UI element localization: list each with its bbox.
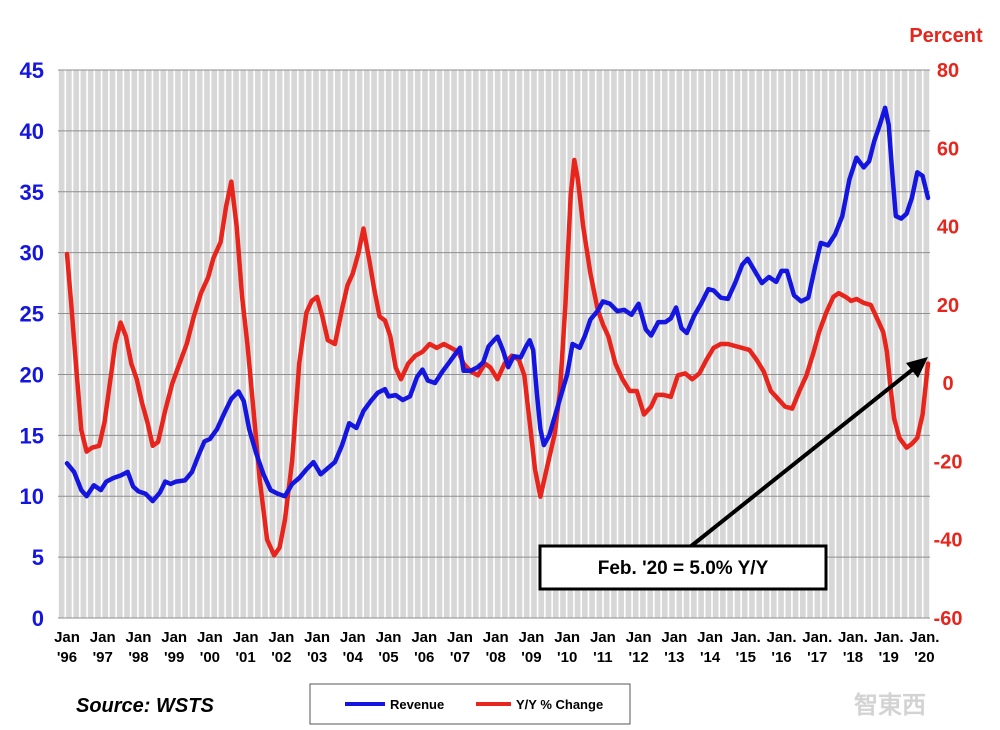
x-tick-label-top: Jan: [268, 629, 294, 646]
left-tick-label: 40: [20, 119, 44, 144]
x-tick-label-top: Jan: [661, 629, 687, 646]
right-tick-label: -60: [934, 608, 963, 630]
x-tick-label-bottom: '19: [879, 649, 899, 666]
x-tick-label-top: Jan: [590, 629, 616, 646]
left-tick-label: 0: [32, 606, 44, 631]
left-axis-ticks: 0 5 10 15 20 25 30 35 40 45: [20, 58, 44, 631]
callout-arrowhead: [906, 357, 928, 378]
revenue-line: [64, 105, 931, 504]
watermark-logo: 智東西: [854, 691, 926, 719]
legend-yoy-label: Y/Y % Change: [516, 697, 603, 712]
x-tick-label-bottom: '12: [628, 649, 648, 666]
right-tick-label: -40: [934, 530, 963, 552]
x-tick-label-bottom: '10: [557, 649, 577, 666]
x-tick-label-bottom: '99: [164, 649, 184, 666]
x-tick-label-bottom: '08: [486, 649, 506, 666]
callout-box: [538, 544, 828, 591]
right-axis-title: Percent: [909, 25, 983, 47]
left-tick-label: 5: [32, 545, 44, 570]
x-tick-label-bottom: '20: [914, 649, 934, 666]
x-tick-label-top: Jan: [161, 629, 187, 646]
x-tick-label-top: Jan: [304, 629, 330, 646]
left-tick-label: 30: [20, 241, 44, 266]
x-tick-label-top: Jan: [447, 629, 473, 646]
x-tick-label-top: Jan: [483, 629, 509, 646]
left-tick-label: 45: [20, 58, 44, 83]
right-tick-label: 40: [937, 217, 959, 239]
left-tick-label: 35: [20, 180, 44, 205]
x-tick-label-top: Jan: [90, 629, 116, 646]
right-axis-ticks: -60 -40 -20 0 20 40 60 80: [934, 60, 963, 630]
right-tick-label: 20: [937, 295, 959, 317]
x-tick-label-bottom: '07: [450, 649, 470, 666]
x-tick-label-bottom: '02: [271, 649, 291, 666]
x-tick-label-top: Jan.: [802, 629, 832, 646]
x-tick-label-top: Jan: [233, 629, 259, 646]
left-tick-label: 20: [20, 362, 44, 387]
x-tick-label-top: Jan.: [767, 629, 797, 646]
x-tick-label-bottom: '04: [343, 649, 364, 666]
x-tick-label-bottom: '17: [807, 649, 827, 666]
x-tick-label-bottom: '16: [771, 649, 791, 666]
x-tick-label-bottom: '14: [700, 649, 721, 666]
x-tick-label-bottom: '09: [521, 649, 541, 666]
x-tick-label-top: Jan: [411, 629, 437, 646]
x-tick-label-top: Jan: [54, 629, 80, 646]
x-tick-label-bottom: '13: [664, 649, 684, 666]
x-tick-label-top: Jan.: [731, 629, 761, 646]
x-tick-label-top: Jan: [626, 629, 652, 646]
source-label: Source: WSTS: [76, 695, 214, 717]
x-tick-label-bottom: '98: [128, 649, 148, 666]
right-tick-label: 0: [942, 373, 953, 395]
callout-text: Feb. '20 = 5.0% Y/Y: [598, 558, 769, 579]
x-tick-label-bottom: '00: [200, 649, 220, 666]
legend-revenue-label: Revenue: [390, 697, 444, 712]
x-tick-label-top: Jan: [519, 629, 545, 646]
left-tick-label: 10: [20, 484, 44, 509]
x-tick-label-top: Jan: [126, 629, 152, 646]
x-tick-label-bottom: '18: [843, 649, 863, 666]
left-tick-label: 25: [20, 302, 44, 327]
series-lines: [64, 105, 931, 558]
x-tick-label-top: Jan.: [838, 629, 868, 646]
x-tick-label-top: Jan: [197, 629, 223, 646]
yoy-change-line: [64, 157, 931, 558]
x-tick-label-top: Jan: [697, 629, 723, 646]
x-tick-label-bottom: '11: [593, 649, 612, 666]
x-tick-label-top: Jan.: [909, 629, 939, 646]
right-tick-label: 60: [937, 138, 959, 160]
x-tick-label-top: Jan: [376, 629, 402, 646]
right-tick-label: -20: [934, 451, 963, 473]
right-tick-label: 80: [937, 60, 959, 82]
x-tick-label-bottom: '05: [378, 649, 398, 666]
x-tick-label-top: Jan.: [874, 629, 904, 646]
x-tick-label-bottom: '96: [57, 649, 77, 666]
legend: [309, 683, 631, 725]
x-tick-label-bottom: '03: [307, 649, 327, 666]
x-axis-labels: Jan '96 Jan '97 Jan '98 Jan '99 Jan '00 Jan '01 Jan '…: [54, 629, 939, 666]
x-tick-label-bottom: '97: [93, 649, 113, 666]
x-tick-label-bottom: '15: [736, 649, 756, 666]
x-tick-label-top: Jan: [554, 629, 580, 646]
x-tick-label-top: Jan: [340, 629, 366, 646]
x-tick-label-bottom: '01: [235, 649, 255, 666]
callout-arrow: [688, 368, 914, 549]
left-tick-label: 15: [20, 423, 44, 448]
x-tick-label-bottom: '06: [414, 649, 434, 666]
